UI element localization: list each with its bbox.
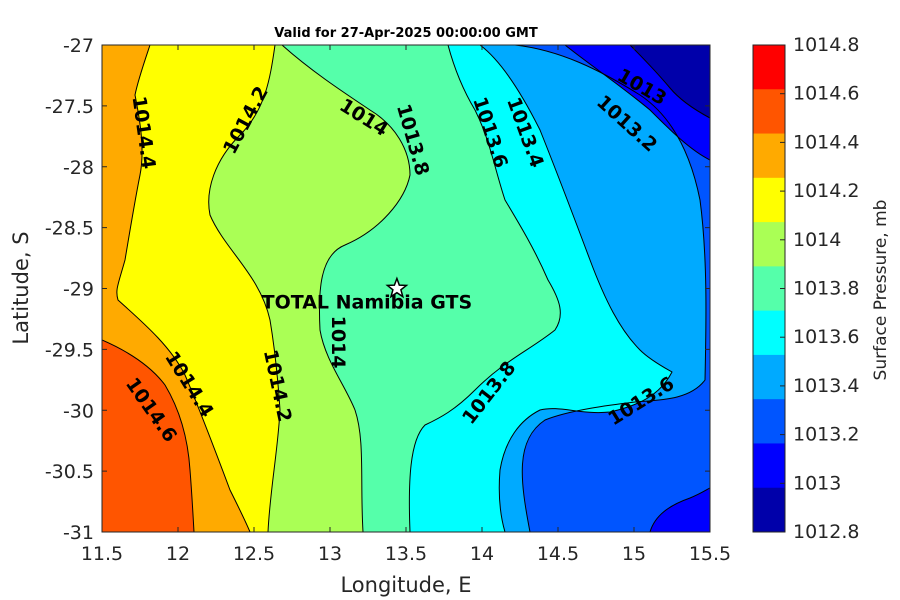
y-tick-label: -27.5	[45, 96, 94, 118]
colorbar: 1014.8 1014.6 1014.4 1014.2 1014 1013.8 1013.6…	[752, 34, 859, 543]
x-tick-label: 13	[318, 543, 342, 565]
colorbar-tick-label: 1013.6	[793, 326, 859, 348]
x-tick-label: 12	[166, 543, 190, 565]
contour-label: 1014	[327, 316, 349, 369]
colorbar-swatch	[753, 487, 785, 533]
y-tick-label: -28	[63, 157, 94, 179]
x-tick-label: 11.5	[81, 543, 123, 565]
chart-title: Valid for 27-Apr-2025 00:00:00 GMT	[274, 26, 538, 41]
site-marker-group: TOTAL Namibia GTS	[262, 276, 473, 314]
x-axis: 11.5 12 12.5 13 13.5 14 14.5 15 15.5	[81, 45, 731, 565]
x-tick-label: 15.5	[689, 543, 731, 565]
x-tick-label: 14.5	[537, 543, 579, 565]
contour-fill-layer	[102, 45, 710, 532]
x-tick-label: 13.5	[385, 543, 427, 565]
colorbar-swatch	[753, 310, 785, 356]
band-1012-8	[630, 45, 710, 118]
site-label: TOTAL Namibia GTS	[262, 292, 473, 314]
y-tick-label: -31	[63, 522, 94, 544]
colorbar-tick-label: 1013.4	[793, 375, 859, 397]
colorbar-tick-label: 1013.2	[793, 424, 859, 446]
x-tick-label: 15	[622, 543, 646, 565]
y-tick-label: -29	[63, 279, 94, 301]
y-tick-label: -30.5	[45, 461, 94, 483]
contour-line	[649, 487, 710, 532]
colorbar-tick-label: 1012.8	[793, 521, 859, 543]
x-axis-label: Longitude, E	[340, 573, 471, 597]
band-1014-6	[102, 340, 194, 532]
colorbar-swatch	[753, 266, 785, 312]
colorbar-swatch	[753, 443, 785, 489]
y-axis-label: Latitude, S	[9, 231, 33, 344]
contour-line	[116, 45, 251, 532]
colorbar-swatch	[753, 89, 785, 135]
colorbar-swatch	[753, 45, 785, 90]
colorbar-swatch	[753, 354, 785, 400]
colorbar-tick-label: 1014.8	[793, 34, 859, 56]
contour-line	[281, 45, 411, 532]
y-axis: -27 -27.5 -28 -28.5 -29 -29.5 -30 -30.5 -31	[45, 35, 710, 544]
contour-line	[514, 45, 707, 532]
colorbar-tick-label: 1014	[793, 229, 841, 251]
band-1013-se	[650, 488, 710, 532]
y-tick-label: -29.5	[45, 339, 94, 361]
colorbar-swatch	[753, 177, 785, 223]
contour-line	[564, 45, 710, 161]
contour-line	[629, 45, 710, 119]
colorbar-label: Surface Pressure, mb	[871, 200, 891, 381]
x-tick-label: 14	[470, 543, 494, 565]
colorbar-tick-label: 1014.4	[793, 131, 859, 153]
y-tick-label: -27	[63, 35, 94, 57]
contour-line	[479, 45, 673, 532]
colorbar-tick-label: 1014.6	[793, 83, 859, 105]
colorbar-swatch	[753, 133, 785, 179]
y-tick-label: -30	[63, 400, 94, 422]
site-star-icon	[385, 276, 409, 299]
colorbar-swatch	[753, 222, 785, 267]
colorbar-tick-label: 1013	[793, 472, 841, 494]
contour-line	[208, 45, 281, 532]
x-tick-label: 12.5	[233, 543, 275, 565]
colorbar-swatch	[753, 399, 785, 444]
contour-line	[408, 45, 561, 532]
y-tick-label: -28.5	[45, 218, 94, 240]
colorbar-tick-label: 1014.2	[793, 180, 859, 202]
contour-line-layer	[102, 45, 710, 532]
colorbar-tick-label: 1013.8	[793, 278, 859, 300]
contour-line	[102, 339, 195, 532]
